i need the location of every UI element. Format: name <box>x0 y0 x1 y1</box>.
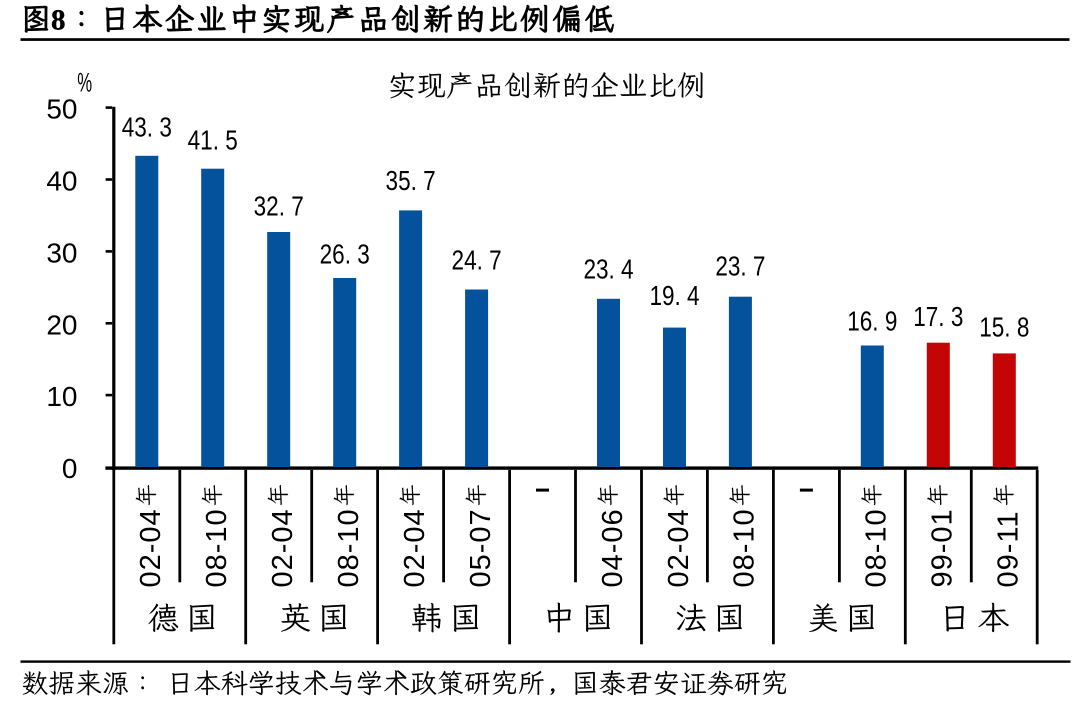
svg-text:02-04: 02-04 <box>663 508 695 587</box>
svg-text:08-10: 08-10 <box>333 508 365 587</box>
svg-text:10: 10 <box>46 381 77 412</box>
svg-text:50: 50 <box>46 94 77 125</box>
svg-text:99-01: 99-01 <box>927 508 959 587</box>
svg-text:35. 7: 35. 7 <box>386 166 436 197</box>
svg-text:%: % <box>77 67 92 97</box>
svg-text:24. 7: 24. 7 <box>452 245 502 276</box>
svg-text:09-11: 09-11 <box>993 510 1025 587</box>
svg-text:02-04: 02-04 <box>399 508 431 587</box>
svg-text:43. 3: 43. 3 <box>122 112 172 143</box>
svg-text:23. 7: 23. 7 <box>715 251 765 282</box>
svg-text:0: 0 <box>62 453 78 484</box>
svg-text:02-04: 02-04 <box>135 508 167 587</box>
svg-text:02-04: 02-04 <box>267 508 299 587</box>
svg-text:04-06: 04-06 <box>597 508 629 587</box>
svg-text:41. 5: 41. 5 <box>188 125 238 156</box>
svg-text:23. 4: 23. 4 <box>583 254 633 285</box>
svg-text:16. 9: 16. 9 <box>847 306 897 337</box>
svg-text:32. 7: 32. 7 <box>254 192 304 223</box>
svg-text:15. 8: 15. 8 <box>979 312 1029 343</box>
svg-text:19. 4: 19. 4 <box>649 281 699 312</box>
svg-text:26. 3: 26. 3 <box>320 239 370 270</box>
svg-text:08-10: 08-10 <box>201 508 233 587</box>
svg-text:08-10: 08-10 <box>861 508 893 587</box>
svg-text:40: 40 <box>46 166 77 197</box>
svg-text:20: 20 <box>46 309 77 340</box>
svg-text:17. 3: 17. 3 <box>913 302 963 333</box>
svg-text:08-10: 08-10 <box>729 508 761 587</box>
svg-text:05-07: 05-07 <box>465 508 497 587</box>
svg-text:30: 30 <box>46 237 77 268</box>
